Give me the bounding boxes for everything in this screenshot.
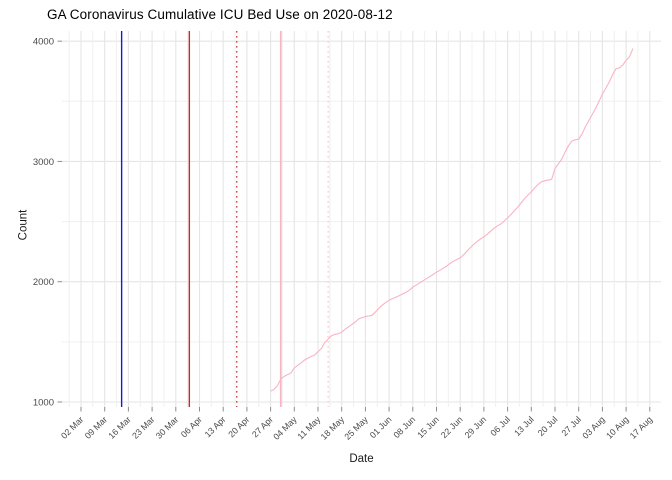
x-tick-label: 29 Jun xyxy=(463,414,489,440)
x-tick-label: 06 Jul xyxy=(488,414,512,438)
x-axis-title: Date xyxy=(0,453,672,465)
x-tick-label: 22 Jun xyxy=(439,414,465,440)
x-tick-label: 17 Aug xyxy=(628,414,655,441)
x-tick-label: 30 Mar xyxy=(154,414,180,440)
x-tick-label: 02 Mar xyxy=(59,414,85,440)
x-tick-label: 16 Mar xyxy=(106,414,132,440)
x-tick-label: 09 Mar xyxy=(83,414,109,440)
x-tick-label: 08 Jun xyxy=(391,414,417,440)
x-tick-label: 06 Apr xyxy=(179,414,204,439)
x-tick-label: 20 Apr xyxy=(226,414,251,439)
x-tick-label: 18 May xyxy=(319,414,347,442)
x-tick-label: 10 Aug xyxy=(604,414,631,441)
y-tick-label: 4000 xyxy=(33,37,54,48)
x-tick-label: 25 May xyxy=(342,414,370,442)
y-tick-label: 1000 xyxy=(33,398,54,409)
x-tick-label: 03 Aug xyxy=(580,414,607,441)
x-tick-label: 20 Jul xyxy=(536,414,560,438)
y-tick-label: 2000 xyxy=(33,277,54,288)
x-tick-label: 15 Jun xyxy=(415,414,441,440)
x-tick-label: 01 Jun xyxy=(368,414,394,440)
x-tick-label: 23 Mar xyxy=(130,414,156,440)
y-tick-label: 3000 xyxy=(33,157,54,168)
chart-title: GA Coronavirus Cumulative ICU Bed Use on… xyxy=(47,7,393,22)
series-line xyxy=(270,48,634,392)
x-tick-label: 04 May xyxy=(271,414,299,442)
x-tick-label: 27 Jul xyxy=(559,414,583,438)
x-tick-label: 13 Apr xyxy=(203,414,228,439)
x-axis-title-label: Date xyxy=(349,453,374,465)
y-axis-title: Count xyxy=(17,209,30,241)
x-tick-label: 11 May xyxy=(295,414,322,441)
x-tick-label: 13 Jul xyxy=(512,414,536,438)
